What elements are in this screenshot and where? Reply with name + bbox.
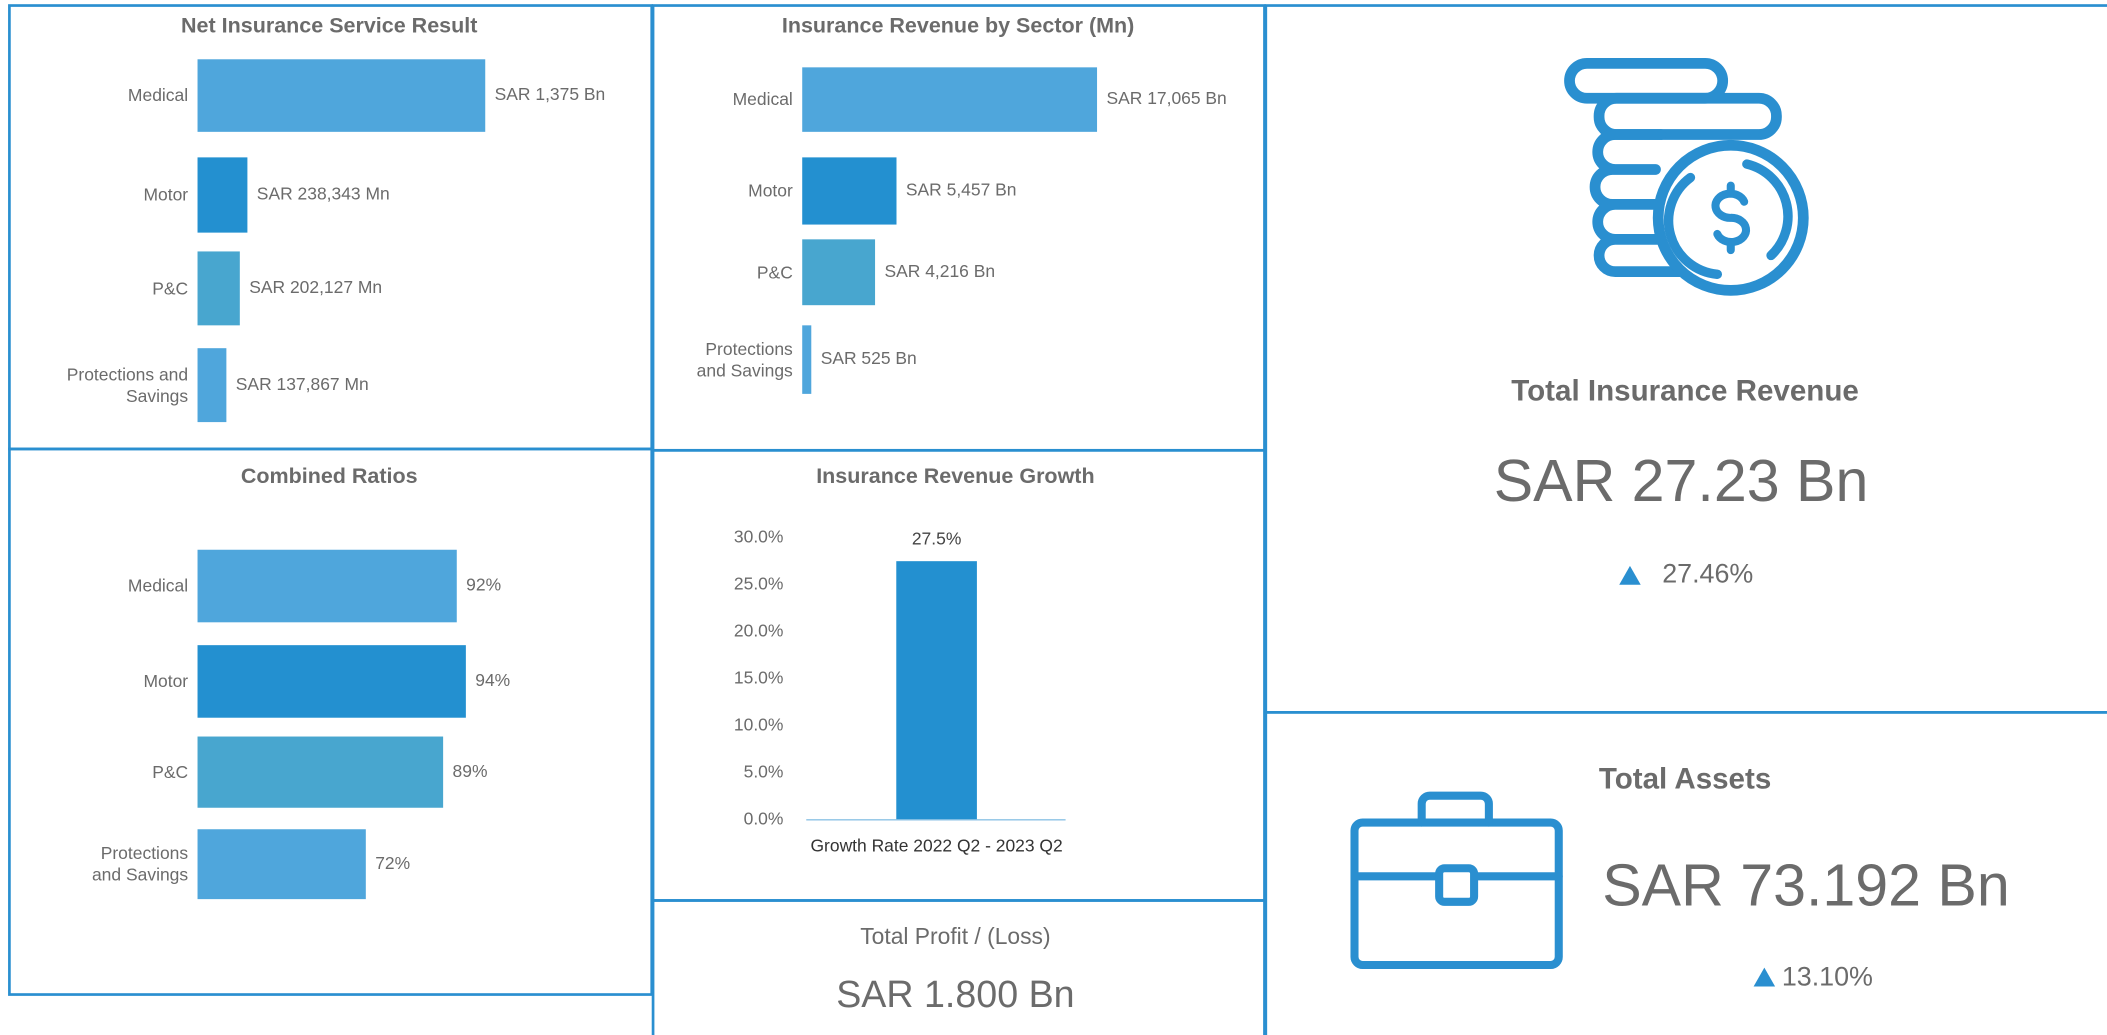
briefcase-icon [1350,791,1563,969]
category-label-box: Motor [143,670,189,691]
category-label-box: Motor [748,180,793,201]
value-label: SAR 1,375 Bn [495,84,606,104]
value-label: 72% [375,853,410,873]
category-label-box: P&C [756,261,793,282]
category-label: Protections and Savings [66,363,189,406]
kpi-change: 13.10% [1782,961,1873,991]
bar [197,348,227,423]
category-label-box: Protections and Savings [91,842,189,885]
kpi-title: Total Insurance Revenue [1511,374,1859,407]
value-label: SAR 525 Bn [821,348,917,368]
category-label: Medical [127,84,189,105]
value-label: SAR 5,457 Bn [906,180,1017,200]
y-tick-label: 5.0% [744,761,784,781]
bar [197,645,466,718]
kpi-value: SAR 1.800 Bn [836,973,1074,1015]
bar [802,157,897,225]
value-label: SAR 202,127 Mn [249,277,382,297]
y-tick-label: 0.0% [744,808,784,828]
value-label: 94% [475,670,510,690]
category-label: Motor [748,180,793,201]
chart-title: Net Insurance Service Result [181,14,477,38]
category-label-box: Motor [143,184,189,205]
bar [802,67,1098,132]
x-tick-label: Growth Rate 2022 Q2 - 2023 Q2 [810,835,1062,855]
category-label-box: Protections and Savings [696,338,793,380]
value-label: 89% [453,761,488,781]
category-label: Protections and Savings [91,842,189,885]
kpi-value: SAR 27.23 Bn [1494,447,1869,514]
category-label: Motor [143,670,189,691]
bar [197,829,366,900]
up-arrow [1619,565,1641,585]
bar [197,736,444,808]
panel [1264,4,2107,714]
category-label-box: P&C [152,277,189,298]
category-label: Medical [732,88,793,109]
chart-title: Combined Ratios [241,464,418,488]
bar [197,549,457,623]
bar [197,157,248,233]
category-label: Protections and Savings [696,338,793,380]
category-label-box: P&C [152,761,189,782]
value-label: SAR 238,343 Mn [257,184,390,204]
kpi-value: SAR 73.192 Bn [1602,851,2009,918]
category-label: Motor [143,184,189,205]
category-label-box: Medical [127,84,189,105]
y-tick-label: 10.0% [734,714,784,734]
category-label-box: Protections and Savings [66,363,189,406]
value-label: 27.5% [912,528,962,548]
category-label: P&C [756,261,793,282]
value-label: SAR 137,867 Mn [236,374,369,394]
category-label-box: Medical [732,88,793,109]
up-arrow [1753,967,1776,987]
chart-title: Insurance Revenue by Sector (Mn) [782,14,1134,38]
y-tick-label: 15.0% [734,667,784,687]
kpi-change: 27.46% [1662,558,1753,588]
bar [802,325,812,394]
category-label: P&C [152,277,189,298]
y-tick-label: 25.0% [734,573,784,593]
kpi-title: Total Assets [1599,763,1771,796]
bar [802,239,876,306]
bar [197,59,486,132]
value-label: SAR 17,065 Bn [1106,88,1226,108]
category-label: Medical [127,575,189,596]
chart-title: Insurance Revenue Growth [816,464,1094,488]
category-label-box: Medical [127,575,189,596]
value-label: SAR 4,216 Bn [884,261,995,281]
y-tick-label: 30.0% [734,526,784,546]
panel [1264,711,2107,1035]
kpi-title: Total Profit / (Loss) [860,923,1050,949]
y-tick-label: 20.0% [734,620,784,640]
bar [197,251,240,326]
bar [896,561,977,820]
coins-icon [1564,57,1809,296]
value-label: 92% [466,575,501,595]
category-label: P&C [152,761,189,782]
